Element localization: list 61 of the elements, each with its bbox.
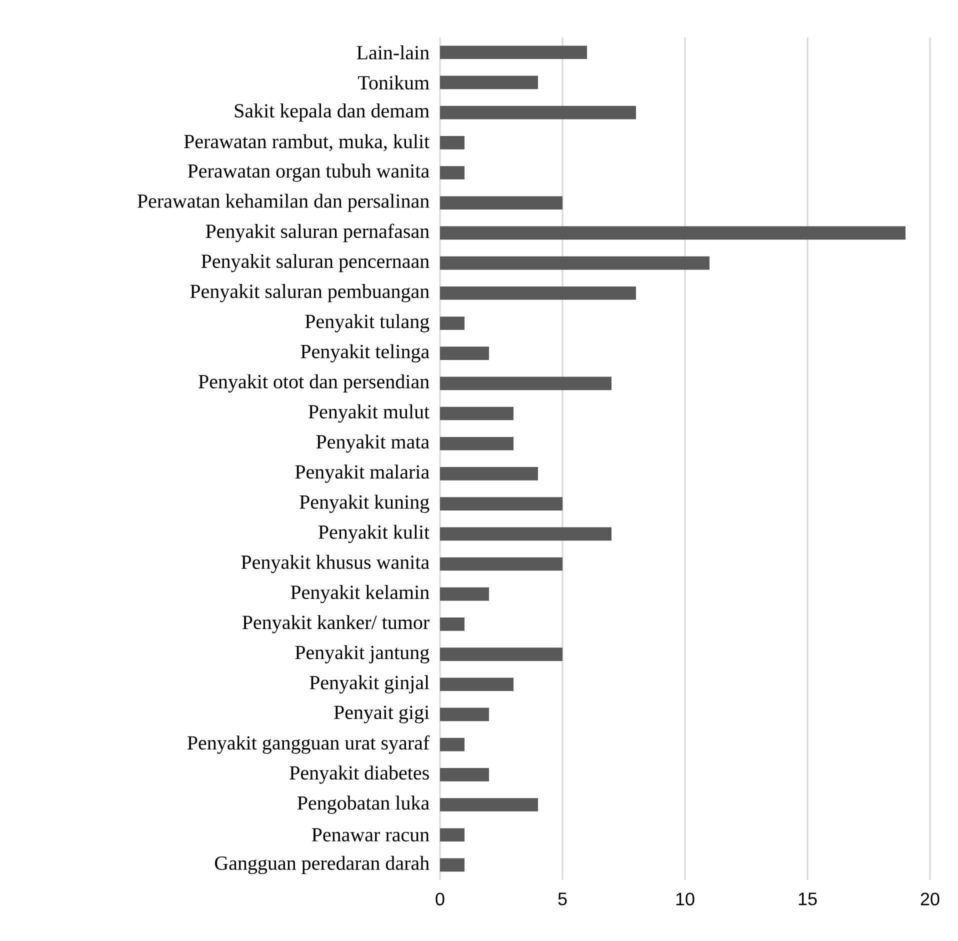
bar — [440, 136, 464, 150]
bar — [440, 708, 489, 722]
y-tick-label: Penyakit tulang — [305, 314, 430, 332]
bar — [440, 497, 562, 510]
y-tick-label: Tonikum — [358, 75, 430, 90]
y-tick-label: Penyakit jantung — [295, 645, 430, 664]
y-tick-label: Penyakit saluran pencernaan — [201, 254, 430, 272]
bar — [440, 406, 514, 420]
y-tick-label: Penyakit telinga — [300, 344, 430, 362]
bar — [440, 527, 612, 541]
bar — [440, 196, 562, 210]
bar — [440, 316, 464, 330]
y-tick-label: Perawatan kehamilan dan persalinan — [138, 194, 430, 212]
y-tick-label: Penyakit khusus wanita — [241, 554, 430, 574]
y-tick-label: Penawar racun — [312, 828, 430, 842]
y-tick-label: Perawatan organ tubuh wanita — [188, 164, 430, 182]
y-tick-label: Penyakit kuning — [300, 494, 430, 513]
bar — [440, 376, 612, 390]
bar — [440, 587, 489, 601]
x-tick-label: 20 — [920, 892, 940, 906]
y-tick-label: Penyakit kulit — [318, 524, 430, 543]
bar — [440, 648, 562, 661]
y-tick-label: Penyakit diabetes — [290, 766, 429, 784]
bar — [440, 226, 906, 240]
bar — [440, 256, 710, 270]
y-tick-label: Penyakit malaria — [295, 464, 430, 483]
y-tick-label: Sakit kepala dan demam — [234, 104, 430, 122]
bar — [440, 106, 636, 120]
x-tick-label: 15 — [798, 892, 817, 906]
y-tick-label: Penyakit kelamin — [290, 585, 430, 604]
y-tick-label: Penyakit mata — [316, 434, 430, 453]
y-tick-label: Penyakit otot dan persendian — [198, 374, 430, 393]
y-tick-label: Pengobatan luka — [297, 796, 430, 814]
y-tick-label: Penyakit ginjal — [310, 675, 430, 694]
x-tick-label: 10 — [676, 892, 694, 906]
bar — [440, 798, 538, 812]
bar — [440, 858, 464, 872]
x-tick-label: 5 — [558, 892, 567, 906]
y-tick-label: Lain-lain — [356, 45, 430, 60]
bar — [440, 166, 464, 180]
bar — [440, 346, 489, 360]
y-tick-label: Perawatan rambut, muka, kulit — [184, 134, 430, 152]
bar — [440, 46, 587, 60]
bar — [440, 768, 489, 782]
y-tick-label: Penyait gigi — [334, 706, 430, 724]
bar — [440, 618, 464, 631]
bar — [440, 76, 538, 90]
bar — [440, 828, 464, 842]
y-tick-label: Penyakit kanker/ tumor — [242, 615, 430, 634]
bar — [440, 467, 538, 480]
y-tick-label: Gangguan peredaran darah — [214, 856, 430, 874]
bar — [440, 738, 464, 752]
y-tick-label: Penyakit mulut — [308, 404, 430, 423]
y-tick-label: Penyakit saluran pernafasan — [206, 224, 430, 242]
bar — [440, 286, 636, 300]
x-tick-label: 0 — [436, 892, 444, 906]
bar — [440, 557, 562, 571]
bar — [440, 678, 514, 692]
y-tick-label: Penyakit gangguan urat syaraf — [187, 735, 430, 754]
bar — [440, 436, 514, 450]
y-tick-label: Penyakit saluran pembuangan — [190, 284, 430, 302]
